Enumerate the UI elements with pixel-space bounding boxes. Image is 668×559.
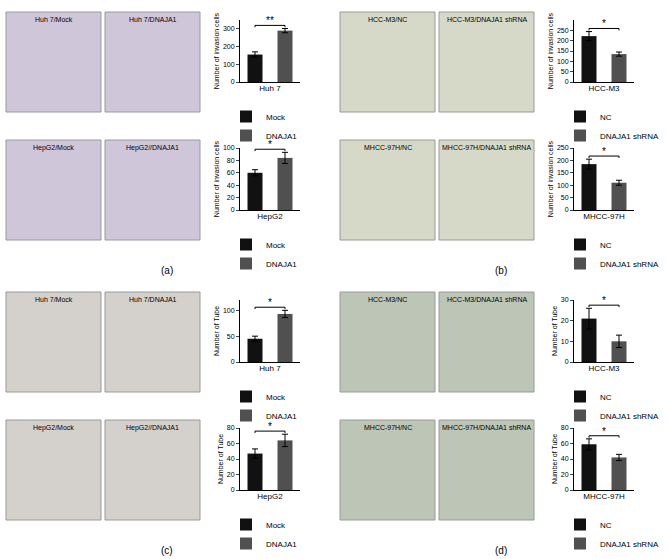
svg-text:NC: NC — [600, 393, 612, 402]
svg-text:20: 20 — [561, 317, 569, 324]
svg-text:20: 20 — [561, 471, 569, 478]
svg-text:Mock: Mock — [266, 521, 286, 530]
svg-text:Number of invasion cells: Number of invasion cells — [213, 140, 220, 217]
svg-text:300: 300 — [223, 25, 235, 32]
svg-text:40: 40 — [561, 455, 569, 462]
svg-text:HCC-M3: HCC-M3 — [588, 364, 620, 373]
svg-text:MHCC-97H/DNAJA1 shRNA: MHCC-97H/DNAJA1 shRNA — [442, 144, 531, 151]
svg-text:Huh 7/DNAJA1: Huh 7/DNAJA1 — [129, 16, 177, 23]
svg-text:80: 80 — [227, 424, 235, 431]
svg-text:Number of Tube: Number of Tube — [551, 434, 558, 484]
svg-text:100: 100 — [557, 58, 569, 65]
svg-text:0: 0 — [231, 358, 235, 365]
svg-text:0: 0 — [231, 206, 235, 213]
svg-text:0: 0 — [565, 78, 569, 85]
svg-text:50: 50 — [561, 194, 569, 201]
svg-text:80: 80 — [227, 157, 235, 164]
svg-text:100: 100 — [223, 61, 235, 68]
svg-text:*: * — [602, 146, 606, 157]
svg-text:0: 0 — [565, 358, 569, 365]
svg-text:HCC-M3/NC: HCC-M3/NC — [368, 16, 407, 23]
svg-text:DNAJA1 shRNA: DNAJA1 shRNA — [600, 260, 659, 269]
svg-text:(c): (c) — [161, 545, 173, 556]
svg-text:60: 60 — [561, 440, 569, 447]
svg-text:Number of invasion cells: Number of invasion cells — [547, 140, 554, 217]
svg-text:50: 50 — [561, 68, 569, 75]
svg-text:Huh 7: Huh 7 — [259, 84, 281, 93]
svg-text:Mock: Mock — [266, 393, 286, 402]
svg-text:*: * — [602, 295, 606, 306]
svg-text:Mock: Mock — [266, 113, 286, 122]
svg-text:MHCC-97H/NC: MHCC-97H/NC — [364, 424, 412, 431]
svg-text:HCC-M3/DNAJA1 shRNA: HCC-M3/DNAJA1 shRNA — [447, 16, 527, 23]
svg-text:HepG2//DNAJA1: HepG2//DNAJA1 — [126, 424, 179, 432]
svg-text:NC: NC — [600, 241, 612, 250]
svg-text:Number of Tube: Number of Tube — [217, 434, 224, 484]
svg-text:Number of Tube: Number of Tube — [551, 306, 558, 356]
svg-text:DNAJA1: DNAJA1 — [266, 260, 297, 269]
svg-text:0: 0 — [231, 78, 235, 85]
svg-text:150: 150 — [557, 169, 569, 176]
svg-text:NC: NC — [600, 521, 612, 530]
svg-text:HepG2/Mock: HepG2/Mock — [33, 144, 74, 152]
svg-text:200: 200 — [557, 37, 569, 44]
svg-text:60: 60 — [227, 440, 235, 447]
svg-text:10: 10 — [561, 338, 569, 345]
svg-text:0: 0 — [565, 206, 569, 213]
svg-text:60: 60 — [227, 169, 235, 176]
svg-text:MHCC-97H/DNAJA1 shRNA: MHCC-97H/DNAJA1 shRNA — [442, 424, 531, 431]
svg-text:*: * — [268, 297, 272, 308]
svg-text:(a): (a) — [161, 265, 173, 276]
svg-text:100: 100 — [223, 307, 235, 314]
svg-text:MHCC-97H/NC: MHCC-97H/NC — [364, 144, 412, 151]
svg-text:30: 30 — [561, 296, 569, 303]
svg-text:0: 0 — [231, 486, 235, 493]
svg-text:HepG2: HepG2 — [257, 212, 283, 221]
svg-text:*: * — [268, 421, 272, 432]
svg-text:Number of invasion cells: Number of invasion cells — [213, 12, 220, 89]
svg-text:20: 20 — [227, 194, 235, 201]
svg-text:DNAJA1: DNAJA1 — [266, 132, 297, 141]
svg-text:MHCC-97H: MHCC-97H — [583, 492, 625, 501]
svg-text:DNAJA1: DNAJA1 — [266, 540, 297, 549]
svg-text:40: 40 — [227, 182, 235, 189]
svg-text:200: 200 — [557, 157, 569, 164]
svg-text:HepG2//DNAJA1: HepG2//DNAJA1 — [126, 144, 179, 152]
svg-text:DNAJA1: DNAJA1 — [266, 412, 297, 421]
svg-text:**: ** — [266, 15, 274, 26]
svg-text:100: 100 — [223, 144, 235, 151]
svg-text:40: 40 — [227, 455, 235, 462]
svg-text:*: * — [602, 426, 606, 437]
svg-text:0: 0 — [565, 486, 569, 493]
svg-text:Number of invasion cells: Number of invasion cells — [547, 12, 554, 89]
svg-text:DNAJA1 shRNA: DNAJA1 shRNA — [600, 132, 659, 141]
svg-text:(b): (b) — [495, 265, 507, 276]
svg-text:200: 200 — [223, 43, 235, 50]
svg-text:250: 250 — [557, 144, 569, 151]
svg-text:DNAJA1 shRNA: DNAJA1 shRNA — [600, 412, 659, 421]
svg-text:*: * — [602, 18, 606, 29]
svg-text:Mock: Mock — [266, 241, 286, 250]
svg-text:Huh 7/DNAJA1: Huh 7/DNAJA1 — [129, 296, 177, 303]
svg-text:(d): (d) — [495, 545, 507, 556]
svg-text:Number of Tube: Number of Tube — [213, 306, 220, 356]
svg-text:HCC-M3/DNAJA1 shRNA: HCC-M3/DNAJA1 shRNA — [447, 296, 527, 303]
svg-text:HepG2: HepG2 — [257, 492, 283, 501]
svg-text:HCC-M3/NC: HCC-M3/NC — [368, 296, 407, 303]
svg-text:Huh 7/Mock: Huh 7/Mock — [35, 16, 73, 23]
svg-text:20: 20 — [227, 471, 235, 478]
svg-text:DNAJA1 shRNA: DNAJA1 shRNA — [600, 540, 659, 549]
svg-text:Huh 7: Huh 7 — [259, 364, 281, 373]
svg-text:150: 150 — [557, 47, 569, 54]
svg-text:*: * — [268, 139, 272, 150]
svg-text:MHCC-97H: MHCC-97H — [583, 212, 625, 221]
svg-text:Huh 7/Mock: Huh 7/Mock — [35, 296, 73, 303]
svg-text:HCC-M3: HCC-M3 — [588, 84, 620, 93]
svg-text:100: 100 — [557, 182, 569, 189]
svg-text:NC: NC — [600, 113, 612, 122]
svg-text:80: 80 — [561, 424, 569, 431]
svg-text:HepG2/Mock: HepG2/Mock — [33, 424, 74, 432]
svg-text:250: 250 — [557, 27, 569, 34]
svg-text:50: 50 — [227, 333, 235, 340]
